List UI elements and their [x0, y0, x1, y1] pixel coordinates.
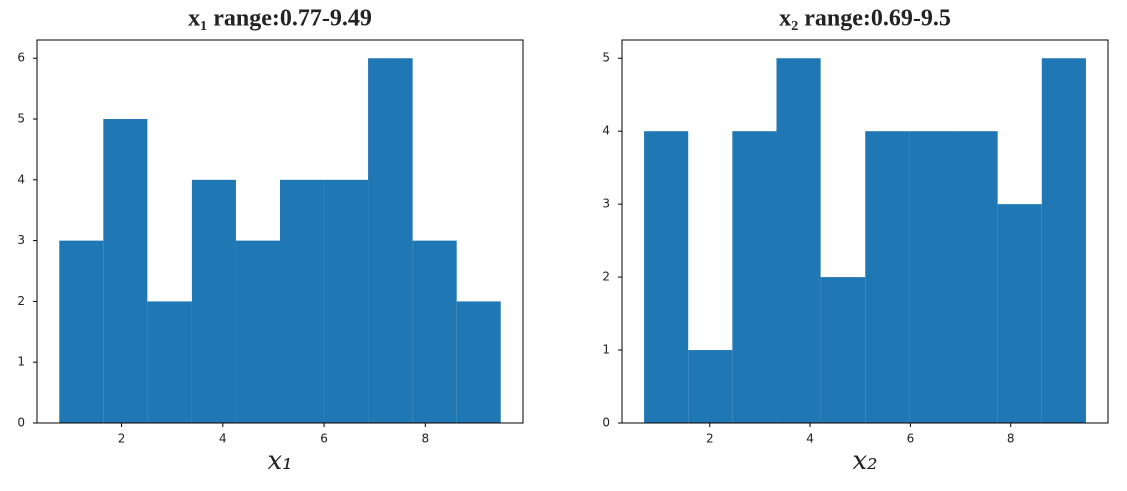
bar [235, 240, 280, 423]
bar [820, 277, 866, 423]
x-tick-label: 4 [219, 432, 227, 446]
bar [732, 131, 777, 423]
y-tick-label: 1 [602, 343, 610, 357]
x-axis-label: x₁ [267, 446, 292, 476]
x-tick-label: 8 [421, 432, 429, 446]
bar [953, 131, 998, 423]
y-tick-label: 0 [17, 416, 25, 430]
bar [456, 301, 501, 423]
x-tick-label: 4 [806, 432, 814, 446]
axes-frame [621, 39, 1109, 424]
x-tick-label: 8 [1007, 432, 1015, 446]
y-tick-label: 2 [602, 270, 610, 284]
bar [776, 58, 821, 423]
bar [103, 119, 148, 424]
y-tick-label: 1 [17, 355, 25, 369]
y-tick-label: 4 [17, 172, 25, 186]
bar [368, 58, 413, 423]
x-tick-label: 2 [118, 432, 126, 446]
bar [412, 240, 457, 423]
y-tick-label: 0 [602, 416, 610, 430]
y-tick-label: 2 [17, 294, 25, 308]
bar [1041, 58, 1086, 423]
y-tick-label: 3 [17, 233, 25, 247]
x-axis-label: x₂ [852, 446, 877, 476]
bar [191, 179, 236, 423]
bar [280, 179, 325, 423]
chart-title: x₁ range:0.77-9.49 [188, 6, 372, 32]
y-tick-label: 5 [17, 112, 25, 126]
bar [147, 301, 192, 423]
x-tick-label: 2 [706, 432, 714, 446]
bar [688, 350, 733, 423]
y-tick-label: 5 [602, 51, 610, 65]
y-tick-label: 3 [602, 197, 610, 211]
y-tick-label: 6 [17, 51, 25, 65]
bar [59, 240, 104, 423]
bar [644, 131, 689, 423]
bar [997, 204, 1042, 423]
bar [324, 179, 369, 423]
x-tick-label: 6 [320, 432, 328, 446]
x-tick-label: 6 [907, 432, 915, 446]
bar [909, 131, 954, 423]
chart-title: x₂ range:0.69-9.5 [779, 6, 951, 32]
bar [865, 131, 910, 423]
axes-frame [36, 39, 524, 424]
y-tick-label: 4 [602, 124, 610, 138]
